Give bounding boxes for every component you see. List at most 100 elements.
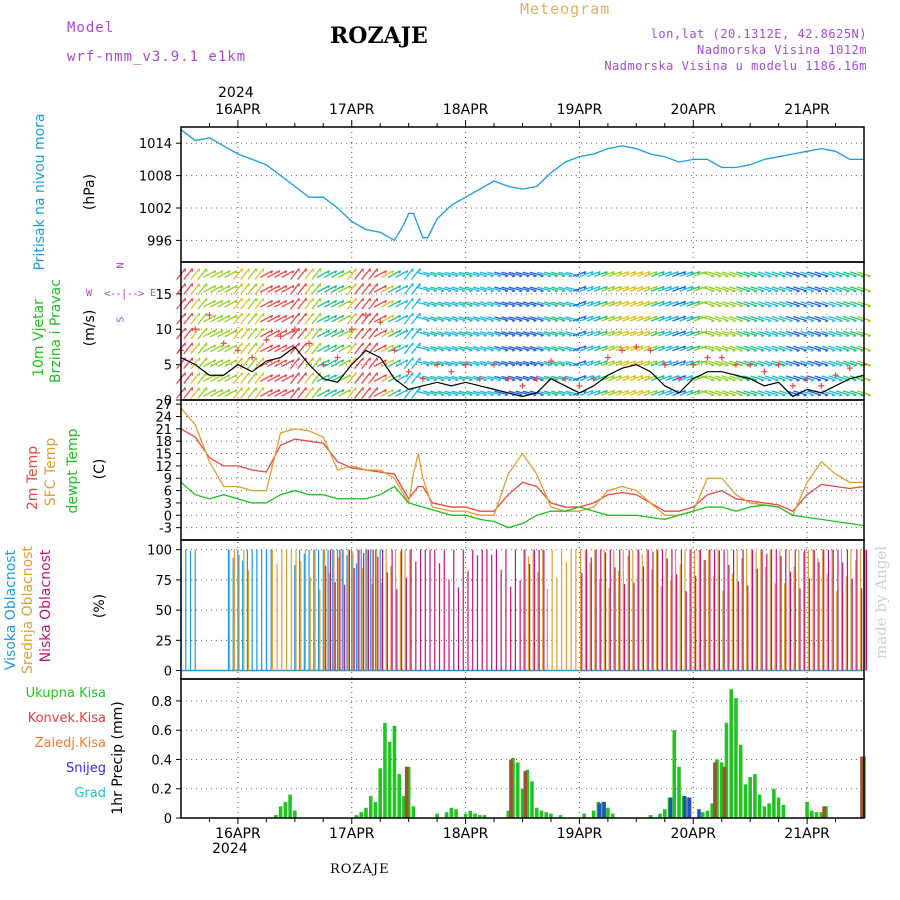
wind-arrow-head <box>235 344 238 348</box>
wind-arrow <box>551 286 566 292</box>
wind-arrow <box>281 270 295 278</box>
wind-arrow <box>254 297 265 310</box>
wind-arrow <box>771 301 786 307</box>
wind-arrow <box>778 375 793 381</box>
wind-arrow-head <box>846 320 850 323</box>
wind-arrow-head <box>576 394 580 397</box>
wind-arrow <box>259 359 273 368</box>
wind-arrow <box>643 271 658 278</box>
wind-arrow-head <box>612 345 615 349</box>
wind-arrow-head <box>284 270 288 274</box>
wind-arrow <box>693 300 708 307</box>
wind-arrow <box>479 316 494 321</box>
precip-total-bar <box>544 812 549 818</box>
wind-arrow-head <box>405 359 409 363</box>
wind-arrow <box>842 286 857 292</box>
wind-arrow <box>217 314 231 323</box>
wind-arrow <box>338 329 352 338</box>
wind-arrow-head <box>483 349 487 352</box>
wind-arrow-head <box>739 394 743 397</box>
wind-arrow-head <box>782 334 786 338</box>
wind-arrow-head <box>519 275 523 278</box>
wind-arrow-head <box>753 290 758 293</box>
wind-arrow-head <box>462 275 466 278</box>
legend-total-rain: Ukupna Kisa <box>25 686 106 701</box>
wind-arrow-head <box>447 290 452 293</box>
wind-arrow-head <box>810 394 814 397</box>
precip-convective-bar <box>404 766 409 818</box>
wind-arrow <box>672 271 686 278</box>
wind-arrow <box>700 360 715 366</box>
wind-arrow-head <box>590 315 594 320</box>
temperature-ytick-label: -3 <box>159 522 172 537</box>
wind-arrow <box>465 360 480 366</box>
clouds-ytick-label: 75 <box>155 574 172 589</box>
wind-arrow <box>757 286 772 292</box>
wind-arrow <box>361 327 371 340</box>
wind-arrow <box>686 285 701 292</box>
wind-gust-marker <box>604 354 611 361</box>
wind-arrow <box>403 342 414 355</box>
wind-arrow-head <box>683 345 687 349</box>
wind-arrow <box>451 286 466 292</box>
wind-arrow <box>601 330 615 337</box>
wind-arrow-head <box>455 394 459 397</box>
wind-gust-marker <box>419 375 426 382</box>
wind-arrow <box>281 374 295 382</box>
wind-arrow <box>821 330 836 337</box>
wind-arrow-head <box>669 286 672 290</box>
wind-arrow-head <box>860 379 864 382</box>
wind-arrow <box>415 331 430 336</box>
wind-arrow-head <box>398 374 402 378</box>
wind-arrow-head <box>433 379 438 382</box>
wind-arrow <box>487 331 501 336</box>
wind-arrow <box>650 285 665 292</box>
wind-arrow <box>515 360 530 366</box>
wind-arrow-head <box>284 314 288 319</box>
wind-arrow <box>679 345 693 352</box>
wind-arrow <box>472 331 487 336</box>
wind-arrow-head <box>839 394 843 397</box>
wind-arrow-head <box>540 349 544 352</box>
wind-arrow <box>373 284 387 293</box>
wind-arrow <box>657 271 672 278</box>
wind-arrow-head <box>440 290 445 293</box>
wind-gust-marker <box>234 347 241 354</box>
wind-arrow-head <box>718 394 722 397</box>
wind-arrow-head <box>867 290 871 293</box>
precip-total-bar <box>506 810 511 818</box>
wind-arrow-head <box>690 271 694 275</box>
wind-arrow <box>259 374 273 382</box>
wind-arrow <box>693 345 708 352</box>
wind-arrow <box>622 285 637 292</box>
day-label-bottom: 21APR <box>784 826 830 842</box>
wind-arrow-head <box>760 320 765 323</box>
wind-arrow-head <box>398 314 402 319</box>
wind-arrow <box>850 301 864 307</box>
wind-arrow-head <box>626 345 630 349</box>
wind-arrow-head <box>640 375 644 379</box>
wind-arrow-head <box>619 286 623 290</box>
wind-arrow <box>444 331 459 336</box>
wind-arrow <box>387 329 401 338</box>
wind-arrow <box>821 360 836 366</box>
wind-arrow <box>579 315 594 322</box>
wind-arrow <box>197 283 208 295</box>
wind-arrow-head <box>512 349 516 352</box>
wind-arrow-head <box>455 319 459 322</box>
wind-arrow <box>267 314 280 323</box>
wind-arrow <box>707 271 722 277</box>
wind-arrow <box>437 271 452 277</box>
wind-arrow-head <box>583 330 587 334</box>
wind-arrow-head <box>405 270 409 274</box>
wind-arrow-head <box>867 275 871 278</box>
day-label-top: 19APR <box>557 102 603 118</box>
clouds-ytick-label: 25 <box>155 634 172 649</box>
wind-arrow-head <box>426 304 430 308</box>
wind-arrow-head <box>860 364 864 367</box>
wind-arrow-head <box>348 314 352 319</box>
wind-arrow-head <box>476 334 480 337</box>
wind-arrow-head <box>334 314 338 319</box>
wind-arrow-head <box>718 305 722 308</box>
wind-arrow <box>190 357 201 370</box>
